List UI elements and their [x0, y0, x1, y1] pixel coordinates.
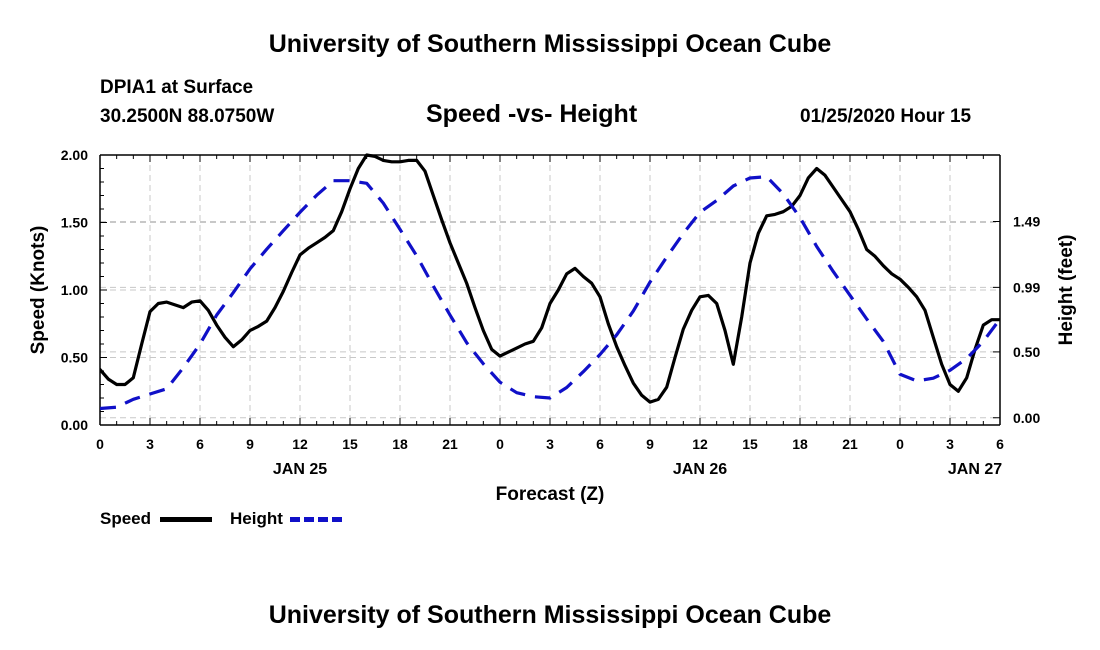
- legend-height-label: Height: [230, 509, 283, 528]
- legend-speed-label: Speed: [100, 509, 152, 528]
- chart-subtitle: Speed -vs- Height: [426, 100, 638, 128]
- legend-height-swatch: [290, 517, 342, 522]
- x-tick-label: 21: [842, 436, 858, 452]
- forecast-datetime: 01/25/2020 Hour 15: [800, 106, 972, 127]
- y-axis-title: Speed (Knots): [28, 226, 49, 355]
- legend-speed-swatch: [160, 517, 212, 522]
- x-tick-label: 6: [196, 436, 204, 452]
- x-tick-label: 18: [792, 436, 808, 452]
- x-tick-label: 6: [996, 436, 1004, 452]
- x-tick-label: 12: [692, 436, 708, 452]
- x-tick-label: 0: [496, 436, 504, 452]
- x-tick-label: 3: [546, 436, 554, 452]
- coordinates-label: 30.2500N 88.0750W: [100, 106, 275, 127]
- page-title: University of Southern Mississippi Ocean…: [268, 30, 832, 58]
- y2-axis-title: Height (feet): [1056, 235, 1077, 346]
- footer-title: University of Southern Mississippi Ocean…: [268, 601, 832, 629]
- y-tick-label: 1.50: [61, 215, 88, 231]
- x-tick-label: 15: [342, 436, 358, 452]
- date-label: JAN 25: [273, 461, 327, 478]
- x-tick-label: 12: [292, 436, 308, 452]
- y2-tick-label: 0.00: [1013, 410, 1040, 426]
- x-tick-label: 18: [392, 436, 408, 452]
- height-series-line: [100, 175, 1000, 411]
- x-tick-label: 21: [442, 436, 458, 452]
- x-tick-label: 6: [596, 436, 604, 452]
- y-tick-label: 1.00: [61, 282, 88, 298]
- date-label: JAN 27: [948, 461, 1002, 478]
- x-axis-title: Forecast (Z): [496, 484, 605, 505]
- x-tick-label: 0: [96, 436, 104, 452]
- x-tick-label: 9: [246, 436, 254, 452]
- x-tick-label: 3: [146, 436, 154, 452]
- x-tick-label: 15: [742, 436, 758, 452]
- y2-tick-label: 0.99: [1013, 279, 1040, 295]
- y-tick-label: 2.00: [61, 147, 88, 163]
- y-tick-label: 0.50: [61, 350, 88, 366]
- y2-tick-label: 1.49: [1013, 214, 1040, 230]
- y-tick-label: 0.00: [61, 417, 88, 433]
- x-tick-label: 9: [646, 436, 654, 452]
- station-label: DPIA1 at Surface: [100, 77, 254, 98]
- date-label: JAN 26: [673, 461, 727, 478]
- speed-series-line: [100, 153, 1000, 404]
- y2-tick-label: 0.50: [1013, 344, 1040, 360]
- x-tick-label: 0: [896, 436, 904, 452]
- x-tick-label: 3: [946, 436, 954, 452]
